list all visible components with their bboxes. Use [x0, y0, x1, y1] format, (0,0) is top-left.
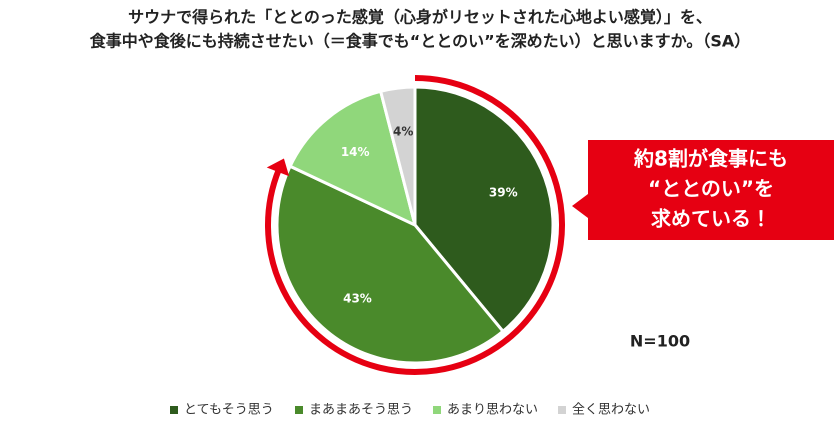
- pie-slice: [413, 85, 555, 334]
- legend-label: とてもそう思う: [184, 403, 274, 418]
- legend-swatch: [558, 406, 566, 414]
- legend-swatch: [170, 406, 178, 414]
- highlight-arc: [265, 75, 565, 375]
- pie-slice: [288, 89, 418, 228]
- callout-text: 約8割が食事にも: [633, 147, 788, 171]
- legend-label: あまり思わない: [447, 403, 538, 418]
- sample-size: N=100: [630, 332, 690, 351]
- chart-title: 食事中や食後にも持続させたい（＝食事でも“ととのい”を深めたい）と思いますか。（…: [89, 32, 750, 51]
- value-label: 4%: [393, 124, 413, 138]
- pie-slice: [378, 85, 417, 226]
- value-label: 39%: [489, 186, 518, 200]
- callout: 約8割が食事にも “ととのい”を 求めている！: [572, 140, 834, 240]
- highlight-arrow: [266, 158, 290, 177]
- legend-swatch: [433, 406, 441, 414]
- legend-swatch: [295, 406, 303, 414]
- callout-text: “ととのい”を: [648, 177, 774, 201]
- chart-title: サウナで得られた「ととのった感覚（心身がリセットされた心地よい感覚）」を、: [128, 8, 712, 27]
- pie-slice: [275, 164, 506, 365]
- callout-box: [572, 140, 834, 240]
- legend-label: 全く思わない: [572, 403, 650, 418]
- value-label: 43%: [343, 292, 372, 306]
- legend-label: まあまあそう思う: [309, 403, 413, 418]
- callout-text: 求めている！: [651, 207, 771, 231]
- value-label: 14%: [341, 145, 370, 159]
